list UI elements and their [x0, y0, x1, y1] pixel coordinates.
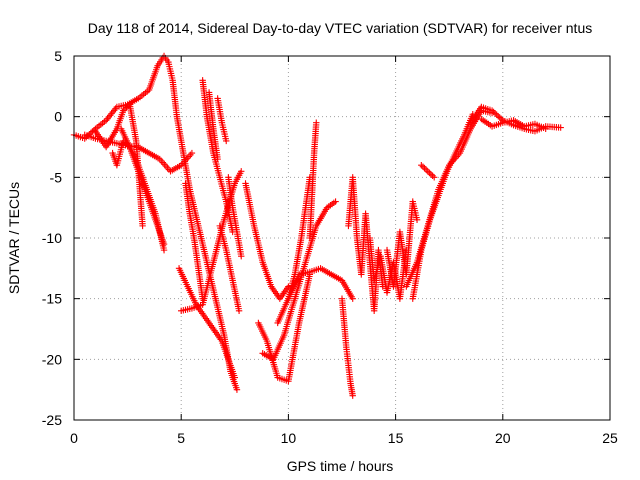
series-track-p [255, 271, 314, 385]
series-track-f [117, 125, 168, 248]
data-point [413, 216, 421, 223]
series-track-u [338, 295, 356, 399]
series-track-g [175, 265, 238, 381]
data-point [90, 126, 98, 134]
series-track-aa [418, 162, 438, 181]
series-track-k [205, 89, 221, 163]
data-point [139, 222, 146, 230]
data-point [223, 137, 230, 145]
data-point [235, 307, 243, 314]
data-point [313, 119, 320, 126]
plot-frame [73, 55, 611, 421]
data-points [70, 52, 564, 399]
data-point [429, 172, 436, 180]
x-tick-label: 0 [70, 430, 78, 446]
x-tick-label: 5 [177, 430, 185, 446]
data-point [426, 169, 433, 176]
series-track-q [259, 198, 339, 363]
y-axis-label: SDTVAR / TECUs [6, 182, 22, 294]
data-point [490, 108, 497, 116]
y-tick-labels: 5 0 -5 -10 -15 -20 -25 [42, 48, 62, 428]
data-point [238, 168, 245, 175]
data-point [349, 295, 356, 302]
data-point [496, 114, 503, 121]
y-tick-label: 5 [54, 48, 62, 64]
series-track-r [274, 265, 356, 327]
chart-title: Day 118 of 2014, Sidereal Day-to-day VTE… [88, 20, 592, 36]
series-track-m [216, 222, 243, 314]
data-point [419, 163, 427, 170]
data-point [285, 283, 292, 290]
data-point [493, 111, 500, 118]
data-point [160, 246, 168, 254]
data-point [199, 295, 206, 302]
data-point [495, 112, 502, 120]
data-point [498, 115, 505, 123]
data-point [160, 240, 168, 248]
y-tick-label: -5 [50, 169, 63, 185]
x-tick-label: 10 [281, 430, 297, 446]
x-tick-label: 25 [602, 430, 618, 446]
data-point [424, 168, 431, 175]
data-point [427, 171, 435, 178]
y-tick-label: -20 [42, 351, 62, 367]
data-point [418, 162, 425, 169]
series-track-n [225, 174, 245, 260]
x-tick-label: 20 [495, 430, 511, 446]
data-point [231, 374, 238, 381]
x-axis-label: GPS time / hours [287, 458, 394, 474]
data-point [491, 110, 499, 117]
data-point [349, 392, 356, 399]
series-track-o [242, 180, 292, 302]
data-point [332, 198, 339, 205]
y-tick-label: -25 [42, 412, 62, 428]
data-point [430, 174, 438, 181]
series-track-y [403, 107, 496, 290]
data-point [214, 155, 221, 163]
y-tick-label: -10 [42, 230, 62, 246]
series-track-l [214, 95, 230, 145]
x-tick-label: 15 [388, 430, 404, 446]
data-point [422, 166, 430, 173]
series-track-a [70, 52, 172, 142]
data-point [488, 107, 496, 114]
y-tick-label: 0 [54, 109, 62, 125]
data-point [557, 124, 564, 131]
data-point [188, 149, 196, 157]
data-point [421, 165, 428, 172]
data-point [233, 386, 241, 393]
x-tick-labels: 0 5 10 15 20 25 [70, 430, 618, 446]
data-point [542, 125, 549, 132]
grid-lines [74, 56, 610, 420]
series-track-i [182, 180, 206, 302]
data-point [238, 253, 245, 260]
y-tick-label: -15 [42, 291, 62, 307]
series-track-t [306, 119, 320, 242]
series-track-ac [478, 115, 549, 132]
series-track-x [383, 198, 421, 290]
